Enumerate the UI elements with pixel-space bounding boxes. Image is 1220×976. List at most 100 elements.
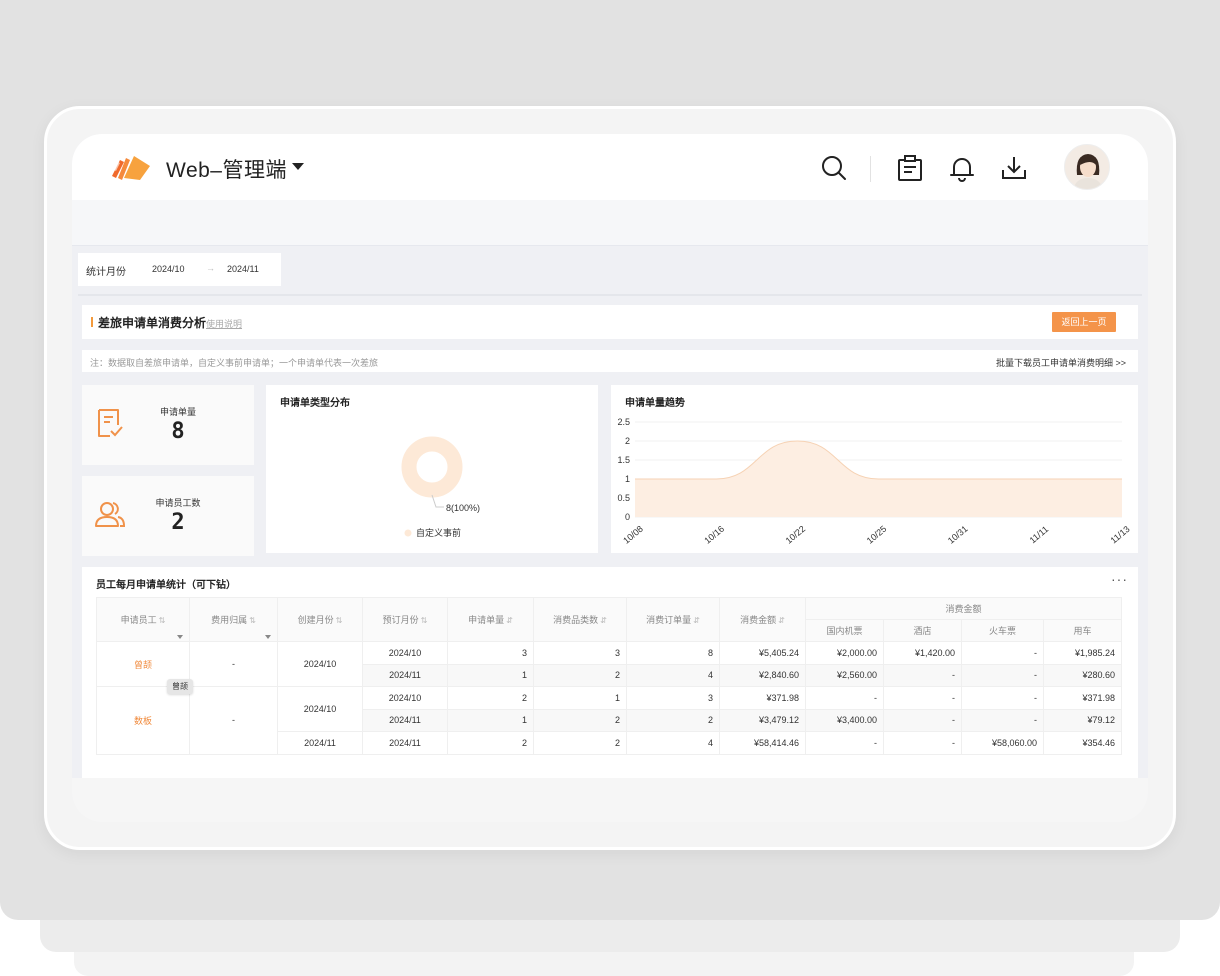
y-tick-label: 2.5 bbox=[617, 417, 630, 427]
clipboard-icon[interactable] bbox=[896, 154, 924, 182]
order-count-cell: 4 bbox=[626, 731, 720, 755]
category-count-cell: 2 bbox=[533, 663, 627, 687]
app-count-cell: 3 bbox=[447, 641, 534, 665]
stat-value: 8 bbox=[171, 419, 185, 444]
x-tick-label: 11/11 bbox=[1028, 524, 1051, 545]
bell-icon[interactable] bbox=[948, 154, 976, 182]
employee-name-tooltip: 曾颉 bbox=[167, 679, 193, 694]
col-header-book-month[interactable]: 预订月份 ⇅ bbox=[362, 597, 448, 642]
car-cell: ¥371.98 bbox=[1043, 686, 1122, 710]
x-tick-label: 10/08 bbox=[621, 524, 645, 546]
amount-cell: ¥3,479.12 bbox=[719, 708, 806, 732]
month-filter-label: 统计月份 bbox=[86, 267, 126, 278]
screen-footer bbox=[72, 778, 1148, 822]
users-icon bbox=[95, 502, 126, 527]
app-count-cell: 2 bbox=[447, 731, 534, 755]
col-header-car: 用车 bbox=[1043, 619, 1122, 642]
col-header-amount[interactable]: 消费金额 ⇵ bbox=[719, 597, 806, 642]
download-icon[interactable] bbox=[1000, 154, 1028, 182]
x-tick-label: 10/22 bbox=[784, 524, 808, 546]
col-header-order-count[interactable]: 消费订单量 ⇵ bbox=[626, 597, 720, 642]
type-distribution-panel: 申请单类型分布 8(100%) 自定义事前 bbox=[266, 385, 598, 553]
avatar-portrait-icon bbox=[1065, 145, 1109, 189]
flight-cell: ¥2,000.00 bbox=[805, 641, 884, 665]
table-row[interactable]: 2024/11 1 2 2 ¥3,479.12 ¥3,400.00 - - ¥7… bbox=[97, 708, 1122, 732]
book-month-cell: 2024/11 bbox=[362, 663, 448, 687]
category-count-cell: 3 bbox=[533, 641, 627, 665]
col-header-flight: 国内机票 bbox=[805, 619, 884, 642]
app-switch-caret-icon[interactable] bbox=[292, 163, 304, 170]
start-month-input[interactable]: 2024/10 bbox=[152, 264, 185, 274]
order-count-cell: 4 bbox=[626, 663, 720, 687]
trend-series-line[interactable] bbox=[635, 440, 1122, 480]
app-screen: Web–管理端 bbox=[72, 134, 1148, 822]
train-cell: - bbox=[961, 641, 1044, 665]
user-avatar[interactable] bbox=[1064, 144, 1110, 190]
range-arrow-icon: → bbox=[206, 263, 215, 273]
flight-cell: ¥2,560.00 bbox=[805, 663, 884, 687]
y-tick-label: 1.5 bbox=[617, 455, 630, 465]
col-group-amount: 消费金额 bbox=[805, 597, 1122, 620]
donut-legend-label[interactable]: 自定义事前 bbox=[416, 527, 461, 538]
order-count-cell: 8 bbox=[626, 641, 720, 665]
y-tick-label: 2 bbox=[625, 436, 630, 446]
x-tick-label: 11/13 bbox=[1108, 524, 1131, 546]
header-separator bbox=[870, 156, 871, 182]
end-month-input[interactable]: 2024/11 bbox=[227, 264, 259, 274]
donut-value-label: 8(100%) bbox=[446, 503, 480, 513]
cost-owner-cell: - bbox=[189, 686, 278, 755]
y-tick-label: 0 bbox=[625, 512, 630, 522]
back-button[interactable]: 返回上一页 bbox=[1052, 312, 1116, 332]
car-cell: ¥1,985.24 bbox=[1043, 641, 1122, 665]
col-header-create-month[interactable]: 创建月份 ⇅ bbox=[277, 597, 363, 642]
document-check-icon bbox=[98, 409, 123, 437]
search-icon[interactable] bbox=[820, 154, 848, 182]
section-divider bbox=[78, 294, 1142, 296]
y-tick-label: 1 bbox=[625, 474, 630, 484]
filter-caret-icon[interactable] bbox=[265, 635, 271, 639]
donut-slice-custom[interactable] bbox=[401, 436, 463, 498]
table-row[interactable]: 2024/11 2024/11 2 2 4 ¥58,414.46 - - ¥58… bbox=[97, 731, 1122, 755]
more-options-icon[interactable]: ··· bbox=[1111, 571, 1128, 587]
app-count-cell: 1 bbox=[447, 708, 534, 732]
stat-label: 申请员工数 bbox=[155, 498, 201, 508]
employee-name-link[interactable]: 数板 bbox=[96, 686, 190, 755]
usage-help-link[interactable]: 使用说明 bbox=[206, 319, 243, 329]
category-count-cell: 2 bbox=[533, 731, 627, 755]
create-month-cell: 2024/11 bbox=[277, 731, 363, 755]
hotel-cell: - bbox=[883, 686, 962, 710]
stat-card-employees: 申请员工数 2 bbox=[82, 476, 254, 556]
donut-chart-title: 申请单类型分布 bbox=[280, 398, 350, 409]
x-tick-label: 10/16 bbox=[702, 524, 726, 546]
col-header-employee[interactable]: 申请员工 ⇅ bbox=[96, 597, 190, 642]
car-cell: ¥79.12 bbox=[1043, 708, 1122, 732]
table-row[interactable]: 曾颉 - 2024/10 2024/10 3 3 8 ¥5,405.24 ¥2,… bbox=[96, 641, 1122, 687]
filter-caret-icon[interactable] bbox=[177, 635, 183, 639]
col-header-category-count[interactable]: 消费品类数 ⇵ bbox=[533, 597, 627, 642]
employee-monthly-table: 申请员工 ⇅ 费用归属 ⇅ 创建月份 ⇅ 预订月份 ⇅ 申请单量 ⇵ 消费品类数 ⇵ 消费订… bbox=[96, 597, 1122, 755]
batch-download-link[interactable]: 批量下载员工申请单消费明细 >> bbox=[995, 358, 1126, 368]
x-tick-label: 10/31 bbox=[946, 524, 970, 546]
car-cell: ¥280.60 bbox=[1043, 663, 1122, 687]
hotel-cell: - bbox=[883, 731, 962, 755]
hotel-cell: ¥1,420.00 bbox=[883, 641, 962, 665]
col-header-train: 火车票 bbox=[961, 619, 1044, 642]
sub-navigation-bar bbox=[72, 200, 1148, 246]
table-row[interactable]: 2024/11 1 2 4 ¥2,840.60 ¥2,560.00 - - ¥2… bbox=[97, 663, 1122, 687]
flight-cell: - bbox=[805, 731, 884, 755]
order-count-cell: 3 bbox=[626, 686, 720, 710]
category-count-cell: 2 bbox=[533, 708, 627, 732]
month-range-filter[interactable]: 统计月份 2024/10 → 2024/11 bbox=[78, 253, 281, 286]
flight-cell: - bbox=[805, 686, 884, 710]
stat-value: 2 bbox=[171, 510, 185, 535]
col-header-cost-owner[interactable]: 费用归属 ⇅ bbox=[189, 597, 278, 642]
amount-cell: ¥5,405.24 bbox=[719, 641, 806, 665]
amount-cell: ¥2,840.60 bbox=[719, 663, 806, 687]
app-title[interactable]: Web–管理端 bbox=[166, 159, 287, 182]
amount-cell: ¥58,414.46 bbox=[719, 731, 806, 755]
y-tick-label: 0.5 bbox=[617, 493, 630, 503]
table-row[interactable]: 数板 - 2024/10 2024/10 2 1 3 ¥371.98 - - -… bbox=[96, 686, 1122, 755]
col-header-app-count[interactable]: 申请单量 ⇵ bbox=[447, 597, 534, 642]
amount-cell: ¥371.98 bbox=[719, 686, 806, 710]
car-cell: ¥354.46 bbox=[1043, 731, 1122, 755]
